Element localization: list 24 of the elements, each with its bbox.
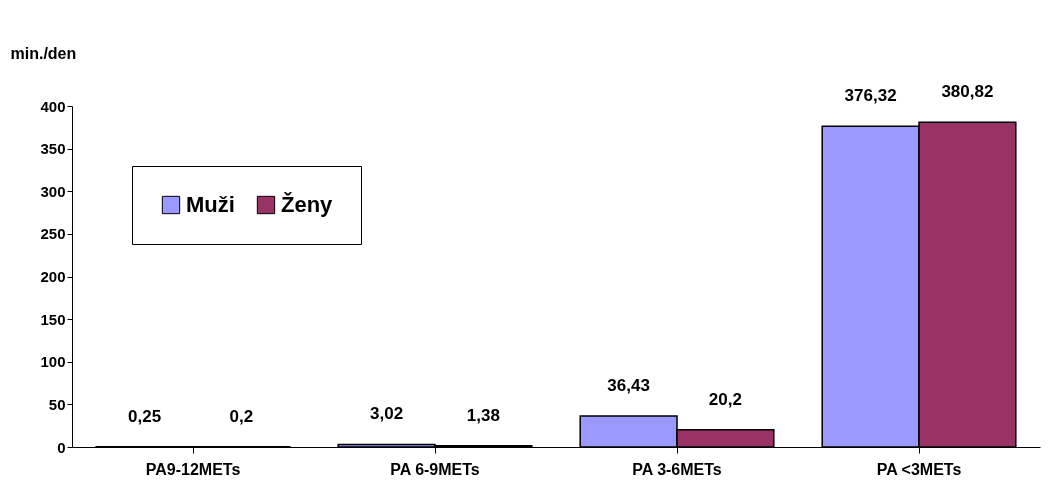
data-label: 3,02 — [370, 404, 404, 424]
y-tick-label: 200 — [40, 268, 66, 285]
y-tick-label: 300 — [40, 182, 66, 200]
legend-label: Muži — [186, 192, 235, 217]
y-tick-label: 50 — [48, 395, 66, 413]
data-label: 376,32 — [844, 86, 897, 106]
y-axis-title: min./den — [10, 44, 77, 62]
data-label: 0,2 — [229, 406, 254, 426]
x-tick-label: PA <3METs — [876, 460, 962, 478]
legend-label: Ženy — [281, 192, 334, 217]
data-label: 36,43 — [607, 375, 650, 395]
y-tick-label: 150 — [40, 310, 66, 328]
y-tick-label: 350 — [40, 140, 66, 158]
y-tick-label: 100 — [40, 353, 66, 371]
x-tick-label: PA9-12METs — [145, 460, 241, 478]
y-tick-label: 400 — [40, 97, 66, 115]
y-tick-label: 0 — [57, 438, 66, 456]
data-label: 20,2 — [708, 389, 742, 409]
data-label: 0,25 — [128, 406, 162, 426]
data-label: 380,82 — [941, 82, 994, 102]
y-tick-label: 250 — [40, 225, 66, 243]
x-tick-label: PA 3-6METs — [632, 460, 722, 478]
x-tick-label: PA 6-9METs — [390, 460, 480, 478]
data-label: 1,38 — [466, 405, 500, 425]
